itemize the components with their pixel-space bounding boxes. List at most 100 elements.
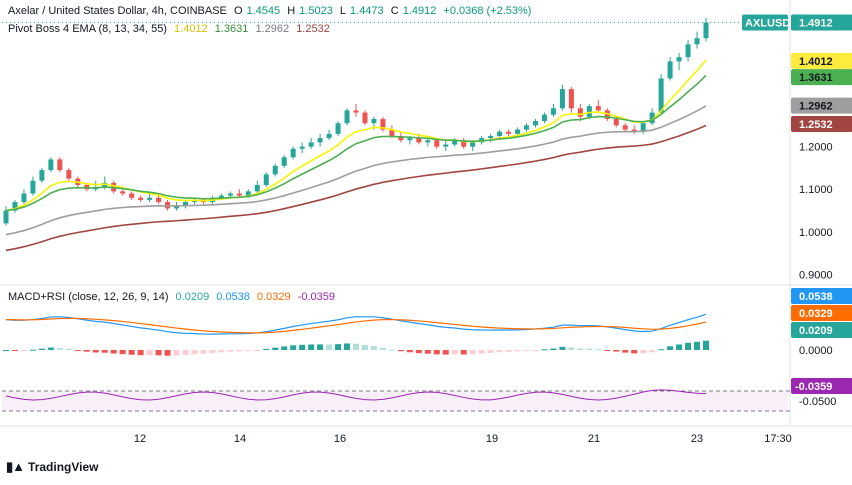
histogram-bar [227, 350, 234, 352]
indicator-badge [791, 288, 852, 304]
histogram-bar [317, 344, 324, 350]
histogram-bar [586, 348, 593, 350]
candle-body [470, 142, 476, 147]
histogram-bar [119, 350, 126, 355]
histogram-bar [514, 350, 521, 352]
candle-body [640, 123, 646, 132]
candle-body [398, 135, 404, 141]
ema-title[interactable]: Pivot Boss 4 EMA (8, 13, 34, 55) [8, 23, 167, 35]
time-tick-label: 23 [691, 433, 703, 445]
histogram-bar [209, 350, 216, 354]
ema13-line [5, 74, 707, 212]
signal-value: 0.0329 [256, 291, 291, 303]
histogram-bar [236, 350, 243, 352]
histogram-bar [478, 350, 485, 354]
candle-body [452, 140, 458, 145]
histogram-bar [640, 350, 647, 354]
ema-badge-value: 1.4012 [799, 56, 833, 68]
ema-badge [791, 52, 852, 69]
candle-body [174, 206, 180, 209]
rsi-badge [791, 378, 852, 394]
indicator-tick-label: 0.0000 [799, 345, 833, 357]
histogram-bar [200, 350, 207, 354]
candle-body [30, 180, 36, 194]
candle-body [389, 129, 395, 136]
histogram-bar [326, 344, 333, 350]
candle-body [326, 133, 332, 139]
tradingview-wordmark: TradingView [28, 460, 99, 474]
price-tick-label: 1.1000 [799, 184, 833, 196]
histogram-bar [155, 350, 162, 356]
histogram-bar [101, 350, 108, 353]
candle-body [667, 61, 673, 79]
histogram-bar [442, 350, 449, 355]
histogram-bar [541, 349, 548, 351]
histogram-bar [218, 350, 225, 353]
tradingview-logo[interactable]: ▮▲ TradingView [6, 459, 99, 475]
histogram-bar [577, 348, 584, 350]
histogram-bar [424, 350, 431, 354]
histogram-bar [433, 350, 440, 355]
histogram-bar [47, 347, 54, 350]
histogram-bar [415, 350, 422, 354]
time-tick-label: 17:30 [764, 433, 792, 445]
candle-body [21, 193, 27, 203]
histogram-bar [622, 350, 629, 353]
candle-body [245, 191, 251, 196]
candle-body [371, 118, 377, 124]
ema-badge [791, 69, 852, 86]
candle-body [497, 131, 503, 136]
candle-body [568, 89, 574, 109]
candle-body [622, 125, 628, 130]
candle-body [488, 135, 494, 139]
histogram-bar [550, 348, 557, 350]
candle-body [595, 106, 601, 111]
time-tick-label: 14 [234, 433, 246, 445]
candle-body [138, 197, 144, 200]
candle-body [57, 159, 63, 171]
indicator-tick-label: -0.0500 [799, 396, 836, 408]
histogram-bar [676, 344, 683, 350]
close-value: 1.4912 [402, 5, 437, 17]
candle-body [129, 193, 135, 198]
macd-line [5, 313, 707, 335]
candle-body [120, 191, 126, 194]
rsi-line [5, 389, 707, 401]
candle-body [317, 138, 323, 143]
histogram-bar [56, 347, 63, 350]
histogram-bar [631, 350, 638, 354]
candle-body [299, 146, 305, 149]
candle-body [380, 118, 386, 130]
time-tick-label: 21 [588, 433, 600, 445]
macd-title[interactable]: MACD+RSI (close, 12, 26, 9, 14) [8, 291, 169, 303]
ema8-value: 1.4012 [174, 23, 208, 35]
indicator-badge-value: 0.0209 [799, 325, 833, 337]
histogram-bar [505, 350, 512, 352]
histogram-bar [38, 348, 45, 350]
ema-badge-value: 1.2532 [799, 119, 833, 131]
rsi-badge-value: -0.0359 [795, 381, 832, 393]
histogram-bar [254, 350, 261, 351]
candle-body [407, 138, 413, 141]
candle-body [577, 108, 583, 117]
candle-body [506, 131, 512, 134]
candle-body [263, 174, 269, 185]
ema-badge-value: 1.3631 [799, 72, 833, 84]
ema34-line [5, 105, 707, 236]
histogram-bar [92, 350, 99, 353]
histogram-bar [694, 341, 701, 350]
time-tick-label: 12 [134, 433, 146, 445]
indicator-badge-value: 0.0538 [799, 291, 833, 303]
symbol-legend: Axelar / United States Dollar, 4h, COINB… [8, 5, 535, 17]
histogram-bar [29, 349, 36, 351]
time-tick-label: 16 [334, 433, 346, 445]
candle-body [344, 110, 350, 124]
symbol-title[interactable]: Axelar / United States Dollar, 4h, COINB… [8, 5, 227, 17]
histogram-bar [245, 350, 252, 351]
candle-body [676, 57, 682, 62]
change-value: +0.0368 (+2.53%) [443, 5, 532, 17]
symbol-badge-label: AXLUSD [745, 18, 790, 30]
ema-badge [791, 115, 852, 132]
ema-badge [791, 97, 852, 114]
